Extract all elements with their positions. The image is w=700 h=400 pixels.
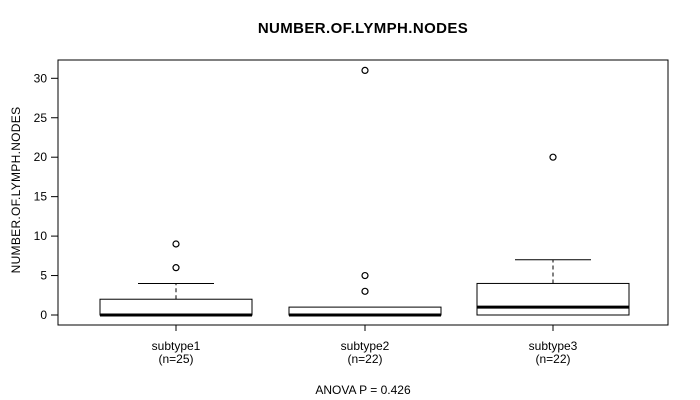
outlier-point bbox=[361, 287, 369, 295]
group-n-count: (n=22) bbox=[535, 352, 571, 366]
y-axis-tick-label: 5 bbox=[40, 269, 47, 283]
y-axis-tick-label: 0 bbox=[40, 308, 47, 322]
group-name: subtype1 bbox=[151, 339, 201, 353]
outlier-point bbox=[361, 271, 369, 280]
outlier-point bbox=[361, 66, 369, 75]
group-name: subtype3 bbox=[528, 339, 578, 353]
chart-title: NUMBER.OF.LYMPH.NODES bbox=[257, 20, 469, 37]
anova-annotation: ANOVA P = 0.426 bbox=[315, 383, 411, 397]
group-label-subtype2: subtype2 (n=22) bbox=[341, 340, 390, 366]
outlier-point bbox=[549, 153, 557, 161]
y-axis-tick-label: 20 bbox=[34, 150, 48, 164]
group-name: subtype2 bbox=[340, 339, 390, 353]
y-axis-tick-label: 10 bbox=[34, 229, 48, 243]
outlier-point bbox=[172, 240, 180, 248]
group-label-subtype1: subtype1 (n=25) bbox=[152, 340, 201, 366]
box-iqr bbox=[99, 298, 253, 316]
group-label-subtype3: subtype3 (n=22) bbox=[529, 340, 578, 366]
y-axis-tick-label: 30 bbox=[34, 71, 48, 85]
group-n-count: (n=22) bbox=[347, 352, 383, 366]
box-iqr bbox=[476, 282, 630, 316]
y-axis-tick-label: 25 bbox=[34, 111, 48, 125]
outlier-point bbox=[172, 264, 180, 272]
y-axis-tick-label: 15 bbox=[34, 190, 48, 204]
plot-frame bbox=[57, 59, 669, 326]
group-n-count: (n=25) bbox=[158, 352, 194, 366]
